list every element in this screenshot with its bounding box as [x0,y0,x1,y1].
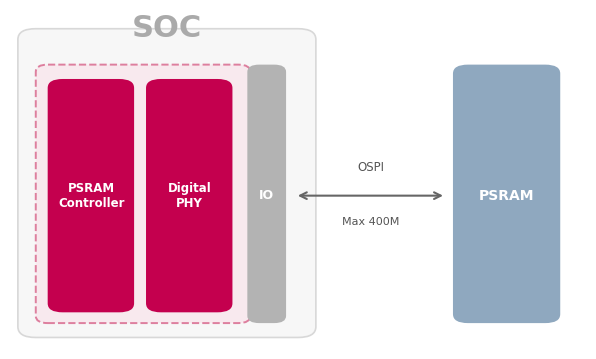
Text: IO: IO [259,189,274,202]
FancyBboxPatch shape [146,79,232,312]
Text: SOC: SOC [132,14,202,43]
FancyBboxPatch shape [18,29,316,337]
FancyBboxPatch shape [453,65,560,323]
Text: OSPI: OSPI [357,161,384,174]
Text: Digital
PHY: Digital PHY [167,182,212,210]
Text: PSRAM: PSRAM [479,189,535,202]
Text: Max 400M: Max 400M [342,217,399,227]
FancyBboxPatch shape [247,65,286,323]
FancyBboxPatch shape [48,79,134,312]
Text: PSRAM
Controller: PSRAM Controller [58,182,125,210]
FancyBboxPatch shape [36,65,250,323]
